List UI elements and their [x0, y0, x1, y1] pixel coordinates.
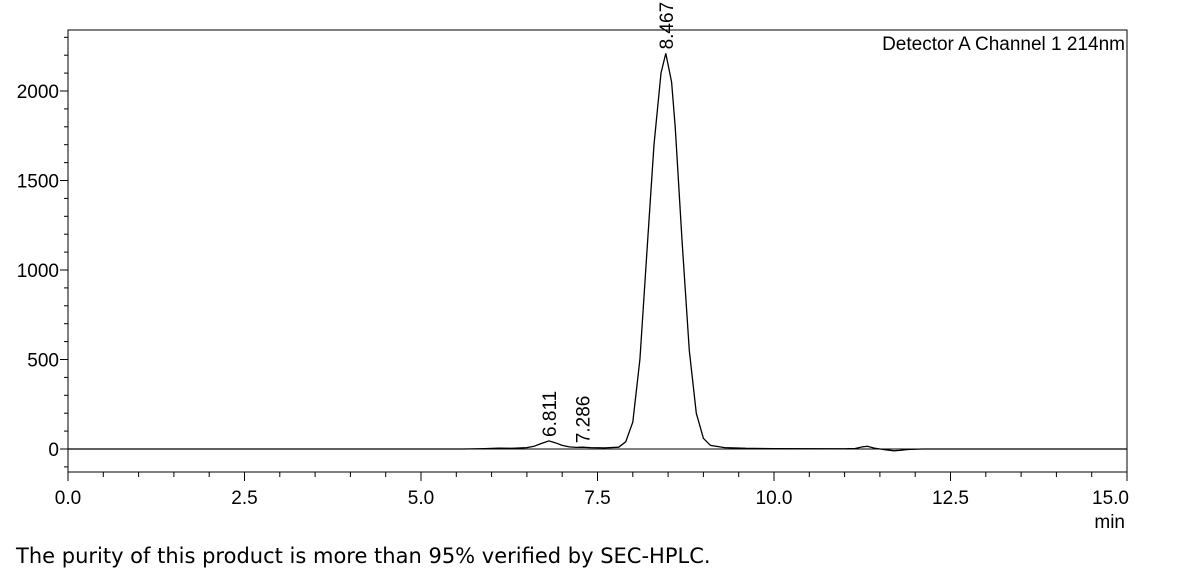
peak-labels: 6.811 7.286 8.467	[540, 2, 678, 443]
y-tick-label: 2000	[17, 82, 59, 103]
chromatogram-chart: 0 500 1000 1500 2000 0.0 2.5 5.0 7.5 10.0 12.5 15.…	[17, 2, 1129, 533]
x-tick-label: 7.5	[584, 488, 610, 509]
x-axis-unit-label: min	[1094, 512, 1125, 533]
detector-label: Detector A Channel 1 214nm	[882, 34, 1125, 55]
peak-label: 6.811	[540, 391, 561, 437]
chromatogram-trace	[68, 53, 1127, 452]
x-tick-label: 12.5	[932, 488, 969, 509]
y-axis: 0 500 1000 1500 2000	[17, 36, 68, 468]
x-tick-label: 0.0	[55, 488, 81, 509]
y-tick-label: 0	[48, 440, 59, 461]
x-tick-label: 10.0	[756, 488, 793, 509]
x-tick-label: 2.5	[231, 488, 257, 509]
x-tick-label: 5.0	[408, 488, 434, 509]
peak-label: 8.467	[657, 2, 678, 50]
peak-label: 7.286	[573, 396, 594, 444]
caption: The purity of this product is more than …	[16, 544, 711, 568]
y-tick-label: 1000	[17, 261, 59, 282]
x-axis: 0.0 2.5 5.0 7.5 10.0 12.5 15.0	[55, 472, 1129, 509]
y-tick-label: 1500	[17, 172, 59, 193]
plot-frame	[67, 29, 1128, 473]
x-tick-label: 15.0	[1092, 488, 1129, 509]
y-tick-label: 500	[27, 351, 59, 372]
